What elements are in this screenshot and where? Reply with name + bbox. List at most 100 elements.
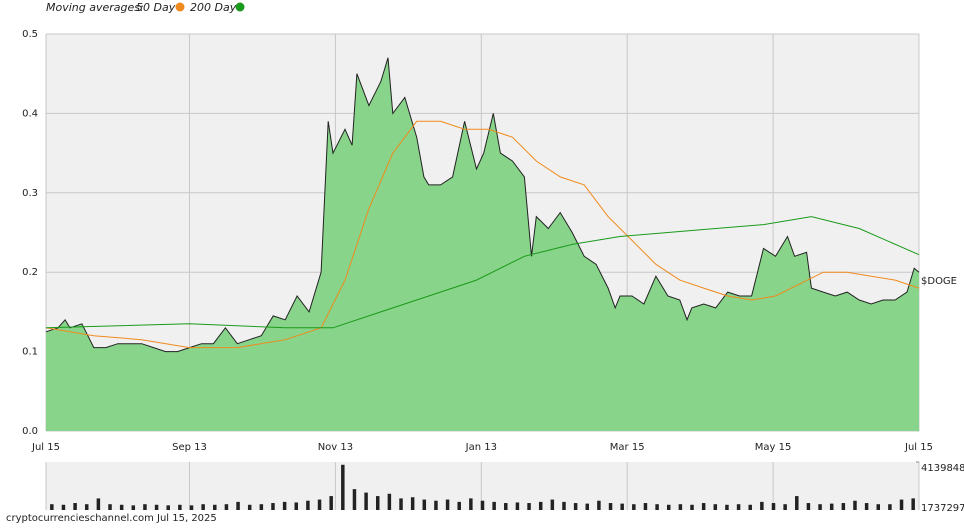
volume-bar — [818, 504, 822, 510]
volume-bar — [119, 504, 124, 510]
volume-bar — [259, 504, 264, 510]
volume-bar — [224, 504, 229, 510]
volume-bar — [911, 498, 915, 510]
legend-label: 50 Day — [136, 1, 176, 14]
volume-bar — [713, 504, 718, 510]
y-tick-label: 0.1 — [22, 347, 38, 358]
y-tick-label: 0.4 — [22, 108, 38, 119]
volume-bar — [247, 504, 252, 510]
volume-bar — [760, 501, 764, 510]
price-area — [46, 57, 919, 432]
x-tick-label: Mar 15 — [610, 442, 645, 453]
volume-bar — [154, 504, 159, 510]
legend-dot — [175, 2, 185, 12]
volume-bar — [829, 503, 834, 510]
volume-bar — [329, 496, 333, 510]
volume-bar — [317, 499, 322, 510]
legend-dot — [235, 2, 245, 12]
volume-bar — [620, 503, 624, 510]
volume-bar — [562, 501, 566, 510]
volume-bar — [899, 499, 904, 510]
x-tick-label: Jul 15 — [31, 442, 60, 453]
volume-bar — [178, 504, 182, 510]
volume-bar — [213, 504, 217, 510]
volume-bar — [422, 499, 427, 510]
volume-bar — [96, 498, 101, 510]
volume-bar — [387, 493, 392, 510]
volume-bar — [434, 500, 438, 510]
volume-note: 1737297 — [921, 503, 964, 514]
volume-bar — [236, 501, 240, 510]
y-tick-label: 0.0 — [22, 426, 38, 437]
volume-bar — [538, 501, 543, 510]
volume-bar — [271, 503, 275, 510]
volume-bar — [282, 501, 287, 510]
volume-bar — [806, 503, 811, 510]
volume-bar — [84, 504, 89, 510]
volume-bar — [771, 503, 776, 510]
volume-bar — [108, 504, 112, 510]
price-line — [45, 57, 920, 353]
volume-bar — [666, 504, 671, 510]
ma-line — [45, 216, 920, 329]
volume-bar — [550, 499, 555, 510]
volume-bar — [364, 492, 368, 510]
volume-bar — [341, 464, 345, 510]
volume-bar — [853, 500, 857, 510]
volume-bar — [876, 504, 881, 510]
volume-bar — [888, 504, 892, 510]
volume-bar — [73, 503, 77, 510]
y-tick-label: 0.2 — [22, 267, 38, 278]
footer: cryptocurrencieschannel.com Jul 15, 2025 — [6, 513, 217, 524]
volume-bar — [50, 504, 54, 510]
volume-bar — [736, 504, 741, 510]
volume-bar — [201, 504, 205, 510]
volume-bar — [655, 504, 659, 510]
volume-bar — [445, 499, 450, 510]
volume-bar — [306, 500, 310, 510]
legend-title: Moving averages: — [46, 1, 144, 14]
volume-bar — [643, 503, 648, 510]
volume-bar — [795, 496, 799, 510]
legend-label: 200 Day — [190, 1, 237, 14]
volume-bar — [457, 501, 461, 510]
volume-bar — [725, 504, 729, 510]
y-tick-label: 0.5 — [22, 29, 38, 40]
volume-bar — [480, 500, 485, 510]
volume-bar — [527, 503, 531, 510]
x-tick-label: May 15 — [755, 442, 792, 453]
volume-bar — [783, 504, 787, 510]
x-tick-label: Jan 13 — [465, 442, 497, 453]
y-tick-label: 0.3 — [22, 188, 38, 199]
volume-bar — [515, 502, 520, 510]
volume-bar — [678, 504, 683, 510]
volume-bar — [375, 496, 380, 510]
ma-line — [45, 120, 920, 349]
volume-bar — [632, 504, 636, 510]
volume-bar — [841, 503, 846, 510]
series-label: $DOGE — [921, 276, 957, 287]
volume-bar — [410, 497, 415, 510]
volume-bar — [864, 503, 869, 510]
volume-bar — [166, 505, 170, 510]
volume-bar — [294, 502, 299, 510]
volume-bar — [399, 498, 403, 510]
volume-bar — [504, 503, 508, 510]
x-tick-label: Jul 15 — [904, 442, 933, 453]
x-tick-label: Sep 13 — [172, 442, 207, 453]
volume-bar — [701, 503, 706, 510]
volume-bar — [748, 504, 752, 510]
volume-bar — [585, 503, 590, 510]
volume-bar — [61, 504, 66, 510]
x-tick-label: Nov 13 — [318, 442, 353, 453]
volume-bar — [131, 505, 136, 510]
volume-bar — [608, 503, 613, 510]
volume-bar — [573, 503, 578, 510]
volume-bar — [143, 504, 147, 510]
volume-bar — [189, 505, 194, 510]
volume-bar — [690, 504, 694, 510]
volume-bar — [469, 498, 473, 510]
volume-bar — [597, 500, 601, 510]
volume-bar — [352, 489, 357, 510]
